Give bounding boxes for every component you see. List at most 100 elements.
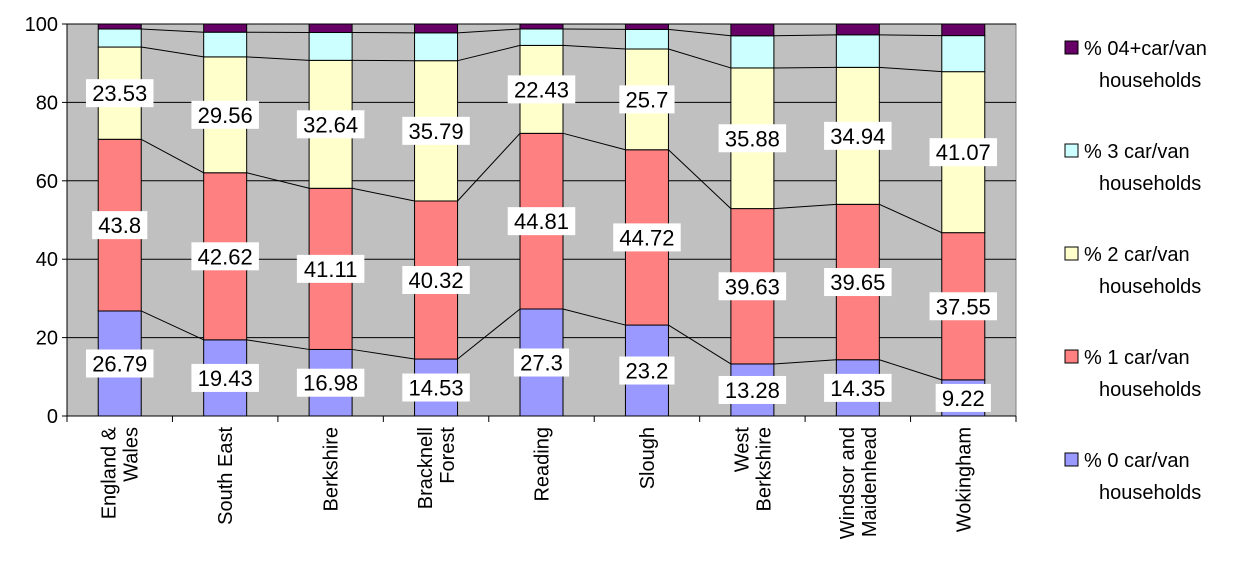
series-line — [562, 308, 626, 326]
series-line — [773, 34, 837, 37]
series-line — [668, 324, 732, 365]
data-label: 22.43 — [514, 77, 569, 102]
x-category-label-line: England & — [99, 426, 121, 519]
data-label: 27.3 — [520, 350, 563, 375]
series-line — [773, 359, 837, 365]
data-label: 16.98 — [303, 371, 358, 396]
x-category-label-line: Reading — [532, 427, 554, 502]
data-label-box — [296, 110, 365, 139]
data-label: 41.07 — [936, 140, 991, 165]
data-label-box — [402, 116, 470, 145]
bar-segment — [941, 23, 986, 37]
x-category-label-line: West — [731, 427, 753, 473]
data-label-box — [402, 373, 470, 402]
data-label-box — [191, 100, 259, 129]
data-label-box — [507, 207, 576, 236]
x-category-label-line: Windsor and — [837, 427, 859, 539]
data-label-box — [296, 254, 365, 283]
data-label: 14.53 — [409, 376, 464, 401]
data-label-box — [613, 223, 681, 252]
data-label: 37.55 — [936, 294, 991, 319]
series-lines — [140, 28, 942, 381]
x-category-label: Bracknell Forest — [415, 427, 459, 510]
series-line — [562, 44, 626, 50]
x-category-label-line: Berkshire — [753, 427, 775, 511]
y-tick-label: 40 — [36, 249, 58, 271]
bar-segment — [308, 23, 353, 34]
series-line — [457, 44, 521, 62]
data-labels: 26.79 19.43 16.98 14.53 27.3 23.2 13.28 14.35 9.… — [85, 75, 998, 412]
bar-segment — [519, 28, 564, 46]
x-category-label-line: Berkshire — [321, 427, 343, 511]
y-tick-label: 20 — [36, 328, 58, 350]
legend-label: % 04+car/van — [1084, 38, 1207, 60]
series-line — [141, 46, 204, 58]
data-label: 32.64 — [303, 112, 358, 137]
bar-segment — [835, 34, 880, 68]
bar-segment — [624, 28, 669, 50]
series-line — [352, 348, 415, 360]
bar-segment — [97, 23, 142, 30]
x-category-label: Slough — [637, 427, 659, 489]
series-line — [457, 28, 521, 34]
data-label-box — [718, 124, 787, 153]
data-label: 39.63 — [725, 274, 780, 299]
y-tick-label: 60 — [36, 171, 58, 193]
bar-segment — [203, 23, 248, 33]
bar-segment — [308, 32, 353, 61]
bar-segment — [414, 23, 459, 34]
data-label-box — [718, 375, 787, 404]
data-label: 19.43 — [198, 366, 253, 391]
x-category-label-line: Forest — [437, 427, 459, 484]
data-label: 35.79 — [409, 119, 464, 144]
x-category-label-line: South East — [215, 427, 237, 525]
legend-label: households — [1099, 173, 1201, 195]
data-label-box — [191, 363, 259, 392]
data-label-box — [929, 138, 998, 167]
bar-segment — [97, 28, 142, 48]
x-category-label: England & Wales — [99, 426, 143, 519]
legend-label: households — [1099, 70, 1201, 92]
legend-swatch — [1064, 452, 1079, 467]
bar-segment — [203, 31, 248, 58]
series-line — [879, 203, 942, 234]
x-category-label-line: Wales — [121, 427, 143, 482]
series-line — [879, 359, 942, 381]
x-category-label: Reading — [532, 427, 554, 502]
series-line — [668, 28, 731, 37]
series-line — [246, 172, 310, 189]
data-label-box — [619, 356, 675, 385]
data-label-box — [935, 383, 991, 412]
axes: 0 20 40 60 80 100 England & Wales South East Berk… — [25, 14, 1017, 539]
data-label: 23.53 — [92, 81, 147, 106]
data-label-box — [824, 373, 892, 402]
x-category-label-line: Maidenhead — [859, 427, 881, 537]
data-label-box — [85, 349, 154, 378]
data-label: 41.11 — [304, 257, 357, 282]
x-category-label: Berkshire — [321, 427, 343, 511]
legend-label: % 3 car/van — [1084, 141, 1190, 163]
legend-label: % 1 car/van — [1084, 347, 1190, 369]
data-label: 13.28 — [725, 378, 780, 403]
data-label: 43.8 — [98, 213, 141, 238]
series-line — [141, 310, 204, 341]
bar-segment — [519, 23, 564, 30]
series-line — [457, 308, 521, 360]
series-line — [352, 187, 415, 202]
data-label-box — [824, 268, 892, 297]
series-line — [246, 56, 310, 61]
data-label: 39.65 — [830, 270, 885, 295]
legend-label: households — [1099, 482, 1201, 504]
x-category-label: Wokingham — [953, 427, 975, 532]
legend-label: % 0 car/van — [1084, 450, 1190, 472]
data-label: 34.94 — [830, 124, 885, 149]
data-label-box — [191, 242, 259, 271]
series-line — [140, 138, 204, 174]
data-label-box — [929, 292, 998, 321]
data-label: 9.22 — [942, 386, 985, 411]
data-label: 29.56 — [198, 103, 253, 128]
bar-segment — [414, 32, 459, 62]
series-line — [879, 34, 942, 37]
data-label-box — [718, 272, 787, 301]
